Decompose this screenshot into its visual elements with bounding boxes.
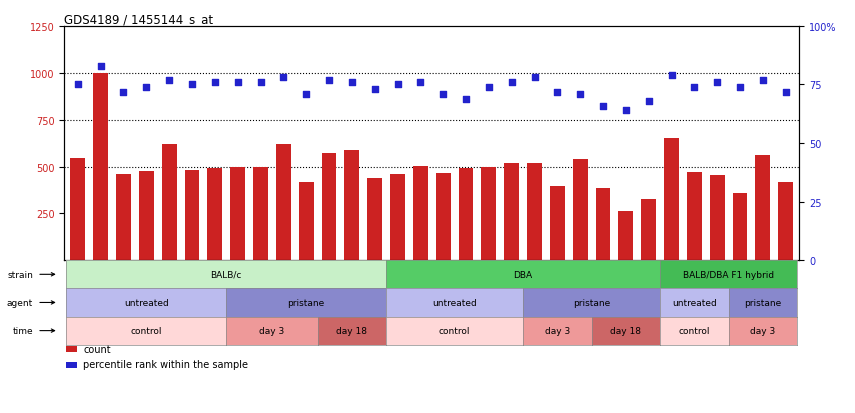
Bar [116, 175, 131, 261]
Point [664, 73, 678, 79]
Bar [93, 74, 108, 261]
Bar [276, 145, 291, 261]
Point [186, 82, 199, 88]
Bar [66, 362, 77, 368]
Bar [778, 183, 793, 261]
Text: control: control [439, 326, 470, 335]
Text: BALB/DBA F1 hybrid: BALB/DBA F1 hybrid [683, 270, 774, 279]
Bar [458, 169, 474, 261]
Text: GDS4189 / 1455144_s_at: GDS4189 / 1455144_s_at [64, 13, 213, 26]
Point [711, 80, 724, 86]
Text: control: control [679, 326, 711, 335]
Point [208, 80, 221, 86]
Bar [298, 183, 314, 261]
Text: agent: agent [7, 298, 32, 307]
Point [116, 89, 130, 95]
Point [734, 84, 747, 91]
Bar [528, 164, 542, 261]
Point [276, 75, 290, 82]
Bar [162, 145, 177, 261]
Bar [481, 167, 496, 261]
Bar [504, 164, 519, 261]
Point [162, 77, 176, 84]
Bar [733, 193, 747, 261]
Text: control: control [131, 326, 162, 335]
Bar [641, 200, 656, 261]
Bar [710, 176, 725, 261]
Bar [687, 173, 702, 261]
Point [779, 89, 793, 95]
Text: count: count [83, 344, 111, 354]
Bar [573, 159, 587, 261]
Point [414, 80, 428, 86]
Bar [664, 139, 679, 261]
Point [596, 103, 610, 109]
Text: percentile rank within the sample: percentile rank within the sample [83, 360, 248, 370]
Bar [321, 154, 336, 261]
Bar [66, 346, 77, 352]
Point [687, 84, 701, 91]
Text: day 3: day 3 [751, 326, 775, 335]
Point [299, 91, 313, 98]
Bar [345, 150, 359, 261]
Point [482, 84, 496, 91]
Text: BALB/c: BALB/c [210, 270, 242, 279]
Text: untreated: untreated [433, 298, 477, 307]
Point [368, 87, 381, 93]
Point [551, 89, 564, 95]
Text: pristane: pristane [287, 298, 325, 307]
Text: DBA: DBA [514, 270, 533, 279]
Point [504, 80, 518, 86]
Point [254, 80, 268, 86]
Bar [208, 169, 222, 261]
Text: day 18: day 18 [610, 326, 641, 335]
Bar [70, 159, 86, 261]
Point [574, 91, 587, 98]
Point [642, 98, 656, 105]
Point [459, 96, 473, 102]
Point [231, 80, 245, 86]
Bar [139, 172, 154, 261]
Bar [390, 175, 405, 261]
Text: strain: strain [7, 270, 32, 279]
Bar [596, 189, 610, 261]
Text: untreated: untreated [124, 298, 168, 307]
Bar [413, 166, 428, 261]
Bar [550, 187, 565, 261]
Point [391, 82, 404, 88]
Bar [368, 178, 382, 261]
Bar [230, 167, 245, 261]
Point [619, 108, 633, 114]
Text: day 18: day 18 [336, 326, 368, 335]
Text: day 3: day 3 [545, 326, 570, 335]
Point [322, 77, 336, 84]
Bar [253, 167, 268, 261]
Bar [185, 171, 199, 261]
Point [756, 77, 770, 84]
Bar [756, 156, 770, 261]
Text: time: time [12, 326, 32, 335]
Point [345, 80, 359, 86]
Bar [436, 173, 451, 261]
Point [94, 63, 108, 70]
Text: pristane: pristane [744, 298, 781, 307]
Point [139, 84, 153, 91]
Point [71, 82, 85, 88]
Text: untreated: untreated [672, 298, 716, 307]
Point [436, 91, 450, 98]
Point [528, 75, 541, 82]
Text: pristane: pristane [573, 298, 610, 307]
Bar [618, 212, 634, 261]
Text: day 3: day 3 [259, 326, 285, 335]
